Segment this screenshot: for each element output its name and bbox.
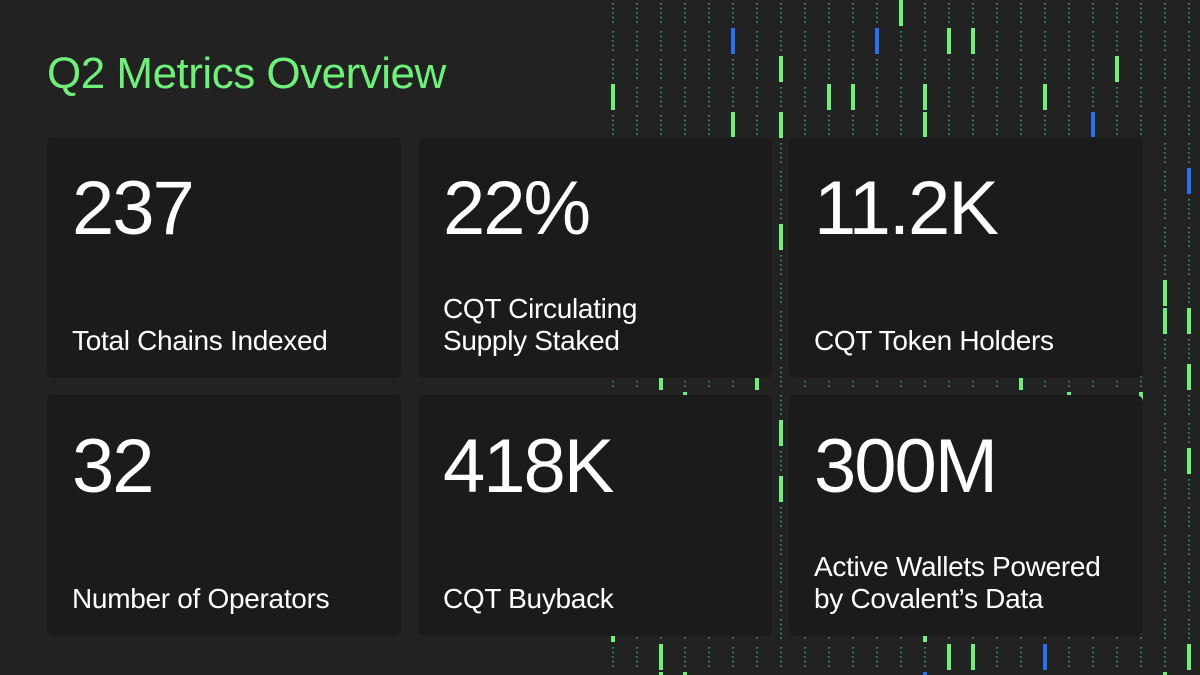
pattern-green-bar bbox=[1163, 308, 1167, 334]
metric-card-operators: 32 Number of Operators bbox=[47, 395, 401, 636]
pattern-green-bar bbox=[731, 112, 735, 138]
metric-label: Total Chains Indexed bbox=[72, 324, 328, 356]
metric-label: Active Wallets Powered by Covalent’s Dat… bbox=[814, 551, 1101, 614]
pattern-green-bar bbox=[1187, 308, 1191, 334]
pattern-green-bar bbox=[971, 644, 975, 670]
page-title: Q2 Metrics Overview bbox=[47, 49, 446, 98]
pattern-green-bar bbox=[779, 112, 783, 138]
metric-card-buyback: 418K CQT Buyback bbox=[418, 395, 772, 636]
pattern-green-bar bbox=[947, 28, 951, 54]
pattern-green-bar bbox=[1187, 644, 1191, 670]
pattern-blue-bar bbox=[923, 672, 927, 675]
metric-value: 300M bbox=[814, 424, 998, 509]
pattern-green-bar bbox=[923, 112, 927, 138]
pattern-green-bar bbox=[899, 0, 903, 26]
pattern-green-bar bbox=[659, 644, 663, 670]
metric-label: CQT Token Holders bbox=[814, 324, 1054, 356]
pattern-green-bar bbox=[1115, 56, 1119, 82]
metric-value: 11.2K bbox=[814, 166, 999, 251]
metric-label: Number of Operators bbox=[72, 582, 330, 614]
pattern-green-bar bbox=[1163, 672, 1167, 675]
metric-value: 22% bbox=[443, 166, 591, 251]
metric-label: CQT Buyback bbox=[443, 582, 614, 614]
metric-value: 32 bbox=[72, 424, 155, 509]
pattern-blue-bar bbox=[731, 28, 735, 54]
pattern-green-bar bbox=[683, 672, 687, 675]
pattern-blue-bar bbox=[1043, 644, 1047, 670]
pattern-green-bar bbox=[1187, 364, 1191, 390]
pattern-green-bar bbox=[779, 56, 783, 82]
pattern-green-bar bbox=[947, 644, 951, 670]
pattern-blue-bar bbox=[1091, 112, 1095, 138]
pattern-green-bar bbox=[659, 672, 663, 675]
pattern-green-bar bbox=[779, 224, 783, 250]
metric-card-supply-staked: 22% CQT Circulating Supply Staked bbox=[418, 137, 772, 378]
metric-value: 418K bbox=[443, 424, 614, 509]
pattern-green-bar bbox=[611, 84, 615, 110]
pattern-green-bar bbox=[851, 84, 855, 110]
pattern-green-bar bbox=[923, 84, 927, 110]
metric-card-token-holders: 11.2K CQT Token Holders bbox=[789, 137, 1143, 378]
pattern-green-bar bbox=[1043, 84, 1047, 110]
metric-card-active-wallets: 300M Active Wallets Powered by Covalent’… bbox=[789, 395, 1143, 636]
pattern-green-bar bbox=[971, 28, 975, 54]
metric-label: CQT Circulating Supply Staked bbox=[443, 293, 638, 356]
pattern-green-bar bbox=[779, 420, 783, 446]
pattern-blue-bar bbox=[1187, 168, 1191, 194]
pattern-blue-bar bbox=[875, 28, 879, 54]
pattern-green-bar bbox=[779, 476, 783, 502]
pattern-green-bar bbox=[1187, 448, 1191, 474]
metric-value: 237 bbox=[72, 166, 195, 251]
metric-card-total-chains: 237 Total Chains Indexed bbox=[47, 137, 401, 378]
pattern-green-bar bbox=[1163, 280, 1167, 306]
pattern-green-bar bbox=[827, 84, 831, 110]
